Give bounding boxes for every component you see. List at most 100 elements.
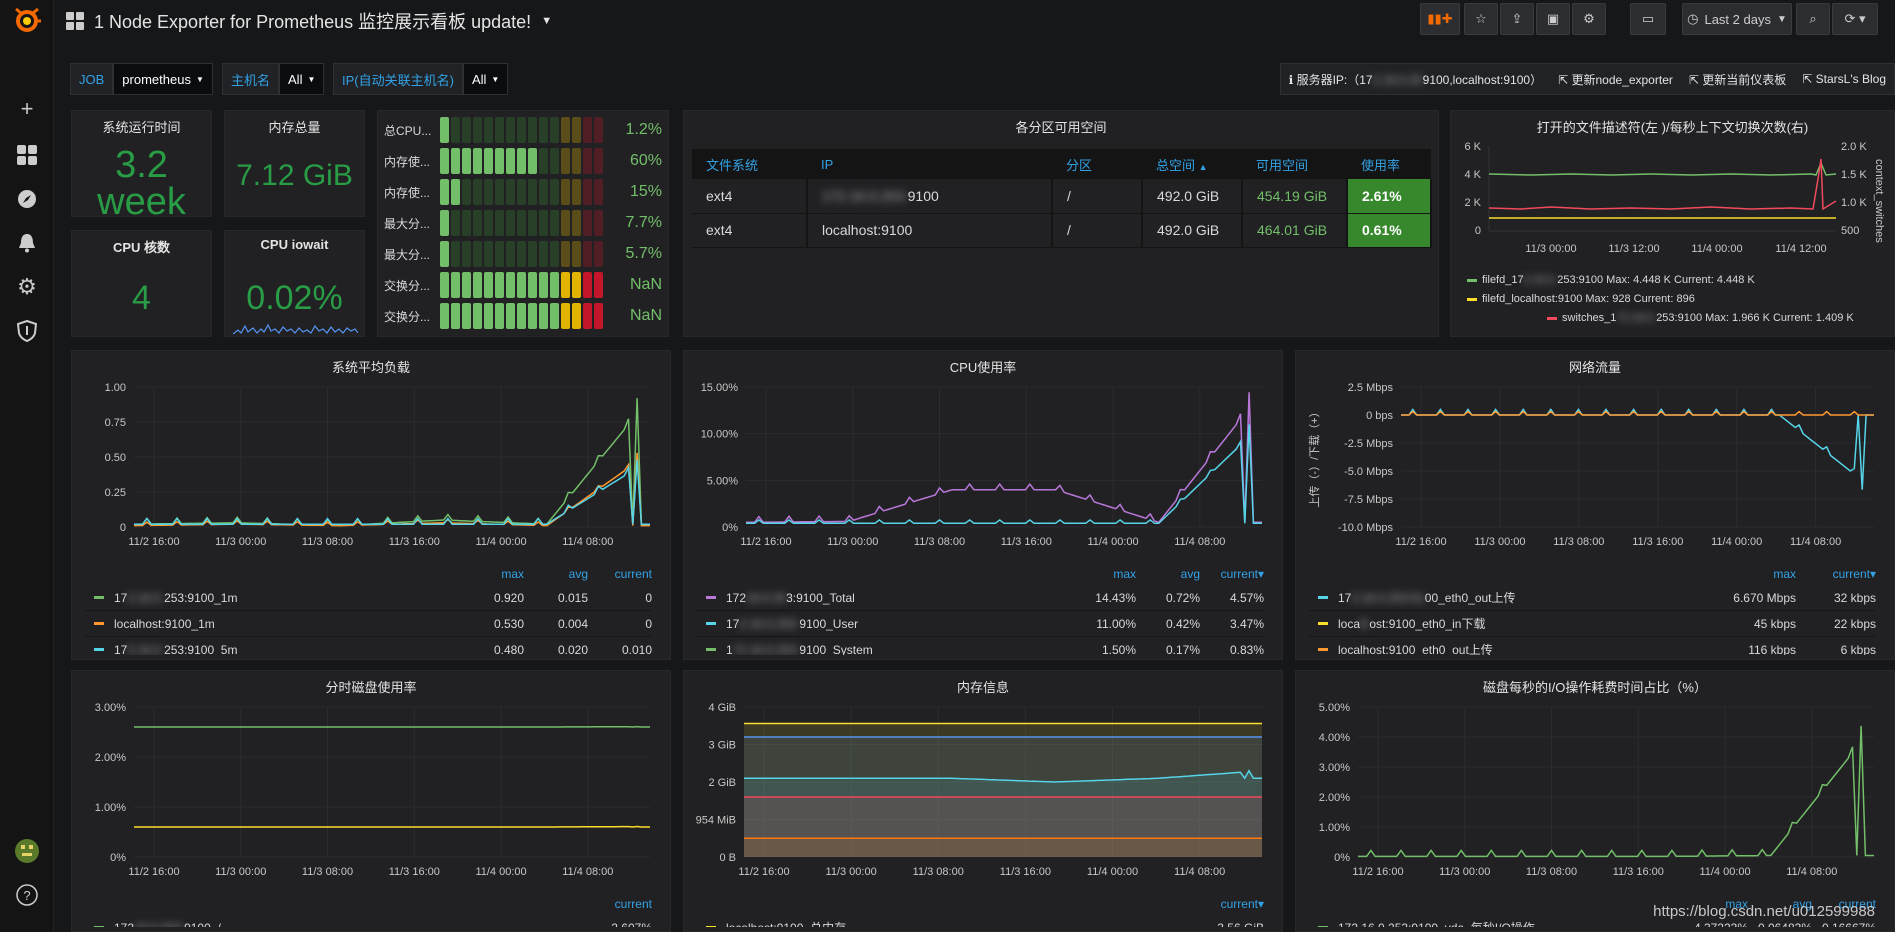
legend-item[interactable]: filefd_172.16.0.253:9100 Max: 4.448 K Cu… [1467, 271, 1854, 290]
col-total[interactable]: 总空间 ▲ [1142, 149, 1242, 179]
zoom-out-icon[interactable]: ⌕ [1796, 3, 1830, 35]
col-filesystem[interactable]: 文件系统 [692, 149, 807, 179]
legend-header-spacer [84, 897, 588, 915]
legend-rest: 253:9100 Max: 4.448 K Current: 4.448 K [1557, 274, 1755, 286]
cell-free: 454.19 GiB [1242, 179, 1348, 214]
legend-item[interactable]: localhost:9100_总内存 3.56 GiB [696, 915, 1264, 927]
panel-title[interactable]: CPU使用率 [949, 360, 1017, 375]
shield-icon[interactable] [12, 316, 42, 346]
plus-icon[interactable]: + [20, 96, 34, 121]
caret-down-icon: ▼ [1776, 13, 1787, 25]
legend-item[interactable]: 172.16.0.253:9100_User 11.00% 0.42% 3.47% [696, 611, 1264, 637]
panel-title: CPU iowait [260, 237, 329, 252]
time-picker-button[interactable]: ◷ Last 2 days ▼ [1682, 3, 1792, 35]
x-tick: 11/2 16:00 [1352, 866, 1403, 878]
settings-icon[interactable]: ⚙ [1572, 3, 1606, 35]
legend-item[interactable]: 172.16.0.253:9100_5m 0.480 0.020 0.010 [84, 637, 652, 655]
panel-title[interactable]: 内存信息 [956, 680, 1009, 695]
legend-col-header[interactable]: max [1773, 567, 1796, 581]
y-tick: 1.00% [1319, 822, 1350, 834]
legend-header: max current▾ [1308, 567, 1876, 585]
add-panel-button[interactable]: ▮▮✚ [1420, 3, 1460, 35]
legend-col-header[interactable]: avg [1792, 897, 1812, 911]
filefd-chart: 6 K 4 K 2 K 0 2.0 K 1.5 K 1.0 K 500 cont… [1464, 141, 1885, 255]
col-ip[interactable]: IP [807, 149, 1052, 179]
gauge-segment [462, 241, 471, 267]
legend-col-header[interactable]: current [1838, 897, 1876, 911]
legend-item[interactable]: 172.16.0.253:9100_vda_每秒I/O操作4.37223%0.0… [1308, 915, 1876, 927]
gear-icon[interactable]: ⚙ [17, 274, 37, 299]
panel-title[interactable]: 分时磁盘使用率 [325, 680, 417, 695]
col-free[interactable]: 可用空间 [1242, 149, 1347, 179]
legend-col-header[interactable]: max [501, 567, 524, 581]
var-ip[interactable]: IP(自动关联主机名) All ▼ [333, 63, 509, 95]
y-tick: -10.0 Mbps [1338, 522, 1394, 534]
y-tick: 0 bps [1366, 410, 1393, 422]
series-line [133, 398, 650, 527]
legend-col-header[interactable]: current [614, 897, 652, 911]
legend-col-header[interactable]: avg [568, 567, 588, 581]
var-host-select[interactable]: All ▼ [279, 63, 325, 95]
var-job-value: prometheus [122, 71, 191, 87]
legend-value: 2.607% [588, 921, 652, 928]
legend-item[interactable]: 172.16.0.253:9100_1m 0.920 0.015 0 [84, 585, 652, 611]
legend-item[interactable]: 172.16.0.253:9100_System 1.50% 0.17% 0.83% [696, 637, 1264, 655]
explore-icon[interactable] [12, 184, 42, 214]
alerting-icon[interactable] [12, 228, 42, 258]
legend-item[interactable]: localhost:9100_eth0_in下载 45 kbps 22 kbps [1308, 611, 1876, 637]
gauge-segment [506, 241, 515, 267]
legend-item[interactable]: switches_172.16.0.253:9100 Max: 1.966 K … [1467, 309, 1854, 328]
gauge-segment [451, 117, 460, 143]
panel-title[interactable]: 网络流量 [1568, 360, 1621, 375]
gauge-segment [572, 272, 581, 298]
gauge-segment [451, 179, 460, 205]
legend-col-header[interactable]: avg [1180, 567, 1200, 581]
legend-item[interactable]: 17216.0.253:9100_/2.607% [84, 915, 652, 927]
sort-asc-icon: ▲ [1198, 161, 1208, 172]
legend-col-header[interactable]: max [1725, 897, 1748, 911]
var-ip-select[interactable]: All ▼ [462, 63, 509, 95]
legend-col-header[interactable]: current▾ [1220, 897, 1264, 911]
refresh-button[interactable]: ⟳ ▾ [1832, 3, 1878, 35]
link-update-exporter[interactable]: ⇱ 更新node_exporter [1558, 72, 1673, 87]
cell-ip: localhost:9100 [807, 213, 1053, 248]
gauge-value: 7.7% [625, 214, 662, 231]
gauge-segment [517, 179, 526, 205]
tv-mode-icon[interactable]: ▭ [1630, 3, 1666, 35]
dashboard-links: ℹ 服务器IP:（172.16.0.259100,localhost:9100）… [1279, 63, 1895, 95]
link-update-dashboard[interactable]: ⇱ 更新当前仪表板 [1688, 72, 1787, 87]
var-host[interactable]: 主机名 All ▼ [222, 63, 325, 95]
help-icon[interactable]: ? [12, 880, 42, 910]
legend-item[interactable]: localhost:9100_eth0_out上传 116 kbps 6 kbps [1308, 637, 1876, 655]
x-tick: 11/3 16:00 [1613, 866, 1664, 878]
var-job-select[interactable]: prometheus ▼ [113, 63, 213, 95]
legend-item[interactable]: localhost:9100_1m 0.530 0.004 0 [84, 611, 652, 637]
legend-col-header[interactable]: current▾ [1832, 567, 1876, 581]
legend-value: 116 kbps [1748, 642, 1796, 656]
panel-title[interactable]: 系统平均负载 [331, 360, 410, 375]
x-tick: 11/3 12:00 [1608, 243, 1659, 255]
legend-name-redacted: 2.16.0. [127, 590, 165, 605]
var-job[interactable]: JOB prometheus ▼ [70, 63, 213, 95]
avatar[interactable] [12, 836, 42, 866]
legend-item[interactable]: 172.16.0.253:9100_eth0_out上传 6.670 Mbps 32… [1308, 585, 1876, 611]
gauge-segment [473, 179, 482, 205]
legend-col-header[interactable]: current [614, 567, 652, 581]
legend-item[interactable]: filefd_localhost:9100 Max: 928 Current: … [1467, 290, 1854, 309]
legend-item[interactable]: 17216.0.253:9100_Total 14.43% 0.72% 4.57% [696, 585, 1264, 611]
chart-legend: current▾ localhost:9100_总内存 3.56 GiB [696, 897, 1264, 927]
col-partition[interactable]: 分区 [1052, 149, 1142, 179]
legend-col-header[interactable]: max [1113, 567, 1136, 581]
panel-title[interactable]: 磁盘每秒的I/O操作耗费时间占比（%） [1483, 680, 1707, 695]
link-blog[interactable]: ⇱ StarsL's Blog [1802, 72, 1886, 86]
grafana-logo-icon[interactable] [12, 6, 42, 36]
col-usage[interactable]: 使用率 [1347, 149, 1431, 179]
network-traffic-panel: 网络流量 2.5 Mbps 0 bps -2.5 Mbps -5.0 Mbps -7.5 … [1295, 350, 1895, 660]
star-icon[interactable]: ☆ [1464, 3, 1498, 35]
share-icon[interactable]: ⇪ [1500, 3, 1534, 35]
dashboards-icon[interactable] [12, 140, 42, 170]
save-icon[interactable]: ▣ [1536, 3, 1570, 35]
legend-col-header[interactable]: current▾ [1220, 567, 1264, 581]
legend-name: 172.16.0.253:9100_System [726, 643, 1072, 656]
dashboard-title[interactable]: 1 Node Exporter for Prometheus 监控展示看板 up… [66, 8, 552, 34]
